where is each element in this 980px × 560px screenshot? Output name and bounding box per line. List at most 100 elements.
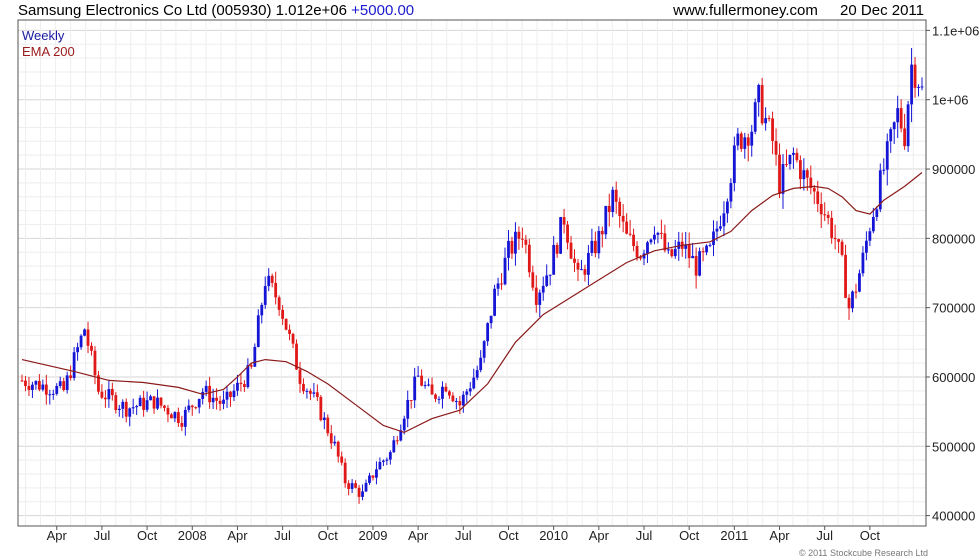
candle-body	[802, 170, 806, 180]
candle-body	[805, 170, 809, 178]
candle-body	[545, 275, 549, 286]
candle-body	[437, 398, 441, 400]
candle-body	[309, 390, 312, 394]
candle-body	[510, 240, 514, 254]
candle-body	[771, 118, 774, 142]
candle-body	[712, 231, 715, 245]
candle-body	[402, 418, 406, 431]
candle-body	[687, 244, 691, 259]
candle-body	[371, 475, 375, 478]
candle-body	[41, 384, 45, 390]
x-tick-label: Oct	[860, 528, 881, 543]
candle-body	[326, 417, 330, 434]
candle-body	[851, 291, 854, 309]
candle-body	[840, 241, 844, 255]
y-tick-label: 700000	[932, 301, 975, 316]
candle-body	[507, 240, 510, 258]
candle-body	[823, 214, 827, 216]
candle-body	[277, 297, 281, 310]
candle-body	[239, 382, 243, 385]
candle-body	[329, 433, 333, 444]
candle-body	[826, 214, 830, 218]
candle-body	[124, 401, 128, 417]
candle-body	[131, 407, 135, 409]
x-tick-label: Oct	[498, 528, 519, 543]
candle-body	[757, 85, 761, 103]
candle-body	[882, 169, 886, 171]
candle-body	[868, 231, 872, 241]
candle-body	[343, 462, 347, 484]
x-tick-label: 2008	[178, 528, 207, 543]
legend-weekly: Weekly	[22, 28, 65, 43]
candle-body	[593, 240, 597, 254]
candle-body	[62, 381, 66, 390]
candle-body	[454, 401, 458, 403]
candle-body	[701, 251, 705, 253]
candle-body	[889, 129, 893, 142]
candle-body	[920, 86, 924, 88]
candle-body	[472, 377, 476, 389]
candle-body	[774, 141, 778, 155]
x-tick-label: Apr	[408, 528, 429, 543]
candle-body	[489, 315, 493, 324]
candle-body	[684, 244, 688, 249]
candle-body	[847, 297, 851, 309]
candle-body	[604, 205, 608, 235]
x-tick-label: Apr	[227, 528, 248, 543]
candle-body	[611, 189, 615, 213]
candle-body	[746, 137, 750, 146]
candle-body	[580, 269, 583, 271]
candle-body	[333, 441, 337, 444]
candle-body	[792, 152, 795, 155]
candle-body	[816, 191, 820, 205]
x-tick-label: Jul	[816, 528, 833, 543]
candle-body	[566, 224, 569, 243]
x-tick-label: Oct	[318, 528, 339, 543]
candle-body	[896, 108, 900, 123]
candle-body	[201, 391, 205, 399]
candle-body	[708, 244, 712, 246]
candle-body	[173, 412, 177, 419]
candle-body	[854, 291, 858, 293]
candle-body	[666, 249, 670, 251]
candle-body	[625, 221, 629, 234]
candle-body	[315, 392, 319, 397]
candle-body	[649, 239, 653, 243]
candle-body	[587, 252, 590, 275]
candle-body	[103, 397, 107, 400]
candle-body	[218, 400, 222, 404]
price-change: +5000.00	[351, 2, 415, 19]
candle-body	[97, 375, 100, 392]
candle-body	[58, 381, 62, 386]
candle-body	[833, 237, 837, 240]
source-site: www.fullermoney.com	[673, 2, 818, 19]
candle-body	[413, 376, 417, 401]
candle-body	[322, 417, 326, 421]
y-tick-label: 800000	[932, 231, 975, 246]
candle-body	[573, 258, 576, 263]
candle-body	[750, 131, 754, 146]
candle-body	[364, 482, 368, 492]
candle-body	[180, 422, 184, 427]
candle-body	[736, 133, 740, 146]
candle-body	[232, 390, 236, 398]
candle-body	[298, 369, 302, 384]
candle-body	[465, 391, 469, 395]
candle-body	[274, 282, 278, 298]
candle-body	[646, 242, 649, 254]
candle-body	[288, 329, 291, 334]
x-tick-label: 2009	[359, 528, 388, 543]
candle-body	[48, 394, 52, 396]
candle-body	[618, 201, 622, 216]
candle-body	[354, 483, 357, 488]
candle-body	[607, 205, 611, 213]
candle-body	[215, 397, 218, 401]
x-tick-label: Jul	[94, 528, 111, 543]
candle-body	[176, 412, 180, 423]
candle-body	[138, 397, 142, 407]
copyright-notice: © 2011 Stockcube Research Ltd	[798, 548, 928, 558]
x-tick-label: Jul	[455, 528, 472, 543]
y-tick-label: 1e+06	[932, 93, 969, 108]
candle-body	[858, 273, 861, 292]
